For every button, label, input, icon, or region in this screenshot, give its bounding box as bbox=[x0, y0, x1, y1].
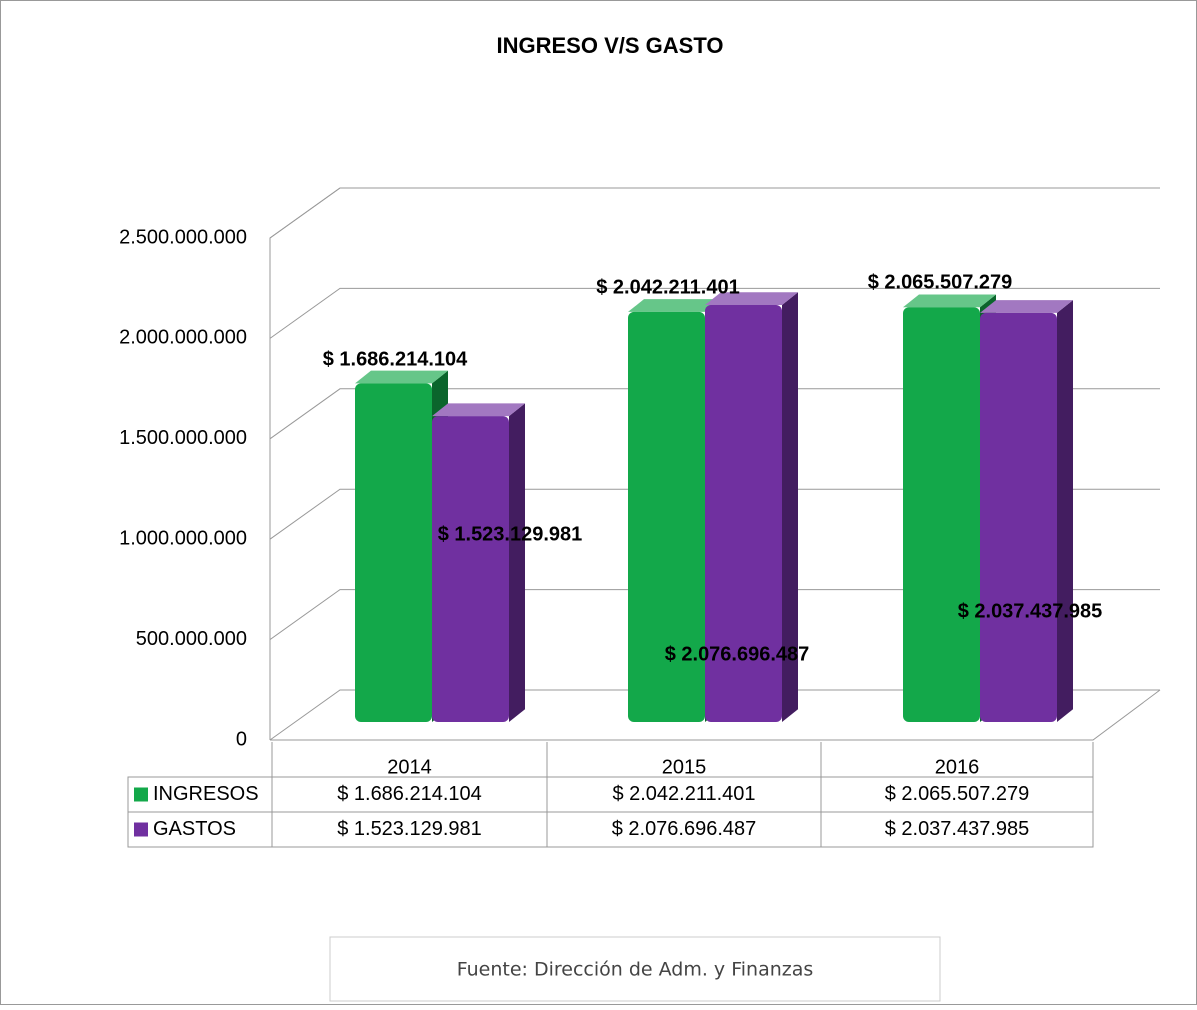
bar-side bbox=[782, 292, 798, 722]
bar-top bbox=[355, 370, 448, 384]
grid-line bbox=[269, 388, 1160, 440]
data-label: $ 2.042.211.401 bbox=[596, 276, 739, 298]
floor bbox=[270, 689, 1161, 741]
y-tick-label: 1.500.000.000 bbox=[119, 427, 247, 449]
data-label: $ 1.523.129.981 bbox=[438, 523, 583, 545]
bar-top bbox=[980, 300, 1073, 313]
bar-side bbox=[1057, 300, 1073, 722]
grid-line bbox=[269, 488, 1160, 540]
x-tick-label: 2014 bbox=[387, 756, 432, 778]
x-tick-label: 2015 bbox=[662, 756, 707, 778]
bar-side bbox=[509, 403, 525, 722]
y-tick-label: 1.000.000.000 bbox=[119, 527, 247, 549]
x-tick-label: 2016 bbox=[935, 756, 980, 778]
legend-label: INGRESOS bbox=[153, 783, 259, 805]
grid-line bbox=[269, 589, 1160, 641]
bar-top bbox=[903, 294, 996, 308]
grid-line bbox=[269, 287, 1160, 339]
bar bbox=[903, 307, 980, 722]
table-cell: $ 1.686.214.104 bbox=[337, 783, 482, 805]
bar-top bbox=[628, 299, 721, 312]
legend-label: GASTOS bbox=[153, 818, 236, 840]
table-cell: $ 2.076.696.487 bbox=[612, 818, 757, 840]
bar bbox=[705, 304, 782, 722]
y-tick-label: 500.000.000 bbox=[136, 628, 247, 650]
bar-top bbox=[705, 292, 798, 305]
legend-key bbox=[134, 787, 148, 802]
source-note: Fuente: Dirección de Adm. y Finanzas bbox=[457, 959, 814, 981]
data-label: $ 2.065.507.279 bbox=[868, 271, 1013, 293]
y-tick-label: 2.500.000.000 bbox=[119, 226, 247, 248]
bar bbox=[628, 311, 705, 722]
legend-key bbox=[134, 822, 148, 837]
table-cell: $ 2.037.437.985 bbox=[885, 818, 1030, 840]
data-label: $ 2.037.437.985 bbox=[958, 600, 1103, 622]
chart-title: INGRESO V/S GASTO bbox=[497, 33, 724, 58]
grid-line bbox=[269, 187, 1160, 239]
y-tick-label: 0 bbox=[236, 728, 247, 750]
bar bbox=[355, 383, 432, 722]
table-cell: $ 2.042.211.401 bbox=[612, 783, 755, 805]
y-tick-label: 2.000.000.000 bbox=[119, 327, 247, 349]
bar bbox=[432, 416, 509, 722]
source-box bbox=[329, 936, 941, 1002]
bar-top bbox=[432, 403, 525, 417]
data-label: $ 2.076.696.487 bbox=[665, 643, 810, 665]
table-cell: $ 1.523.129.981 bbox=[337, 818, 482, 840]
grid-line bbox=[269, 689, 1160, 741]
data-label: $ 1.686.214.104 bbox=[323, 348, 468, 370]
bar bbox=[980, 312, 1057, 722]
table-cell: $ 2.065.507.279 bbox=[885, 783, 1030, 805]
